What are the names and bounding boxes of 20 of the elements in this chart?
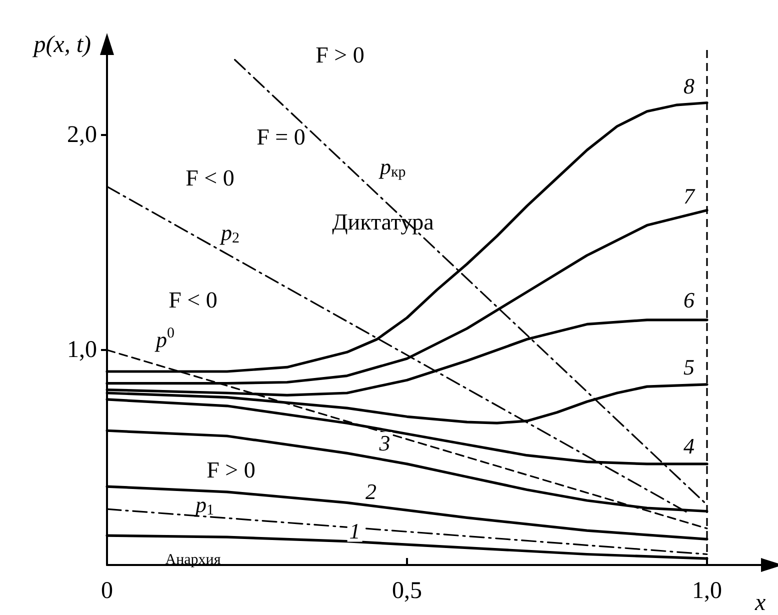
series-label: 2 xyxy=(366,479,376,504)
series-label: 8 xyxy=(684,74,694,99)
annotation: F > 0 xyxy=(206,458,256,482)
x-axis-title: x xyxy=(754,590,766,615)
series-label: 3 xyxy=(378,430,390,456)
y-axis-title: p(x, t) xyxy=(32,32,91,58)
series-label: 6 xyxy=(684,287,694,312)
series-label: 5 xyxy=(684,354,694,380)
x-tick-label: 0,5 xyxy=(392,578,422,604)
series-label: 7 xyxy=(684,183,696,208)
annotation: F < 0 xyxy=(168,288,218,312)
annotation: F = 0 xyxy=(256,124,306,150)
annotation: F < 0 xyxy=(186,166,234,190)
annotation: F > 0 xyxy=(316,42,364,68)
y-tick-label: 2,0 xyxy=(67,122,97,148)
x-tick-label: 1,0 xyxy=(692,578,722,604)
x-tick-label: 0 xyxy=(101,578,113,604)
series-label: 1 xyxy=(349,518,360,544)
series-label: 4 xyxy=(684,433,694,458)
annotation: Диктатура xyxy=(332,210,434,234)
